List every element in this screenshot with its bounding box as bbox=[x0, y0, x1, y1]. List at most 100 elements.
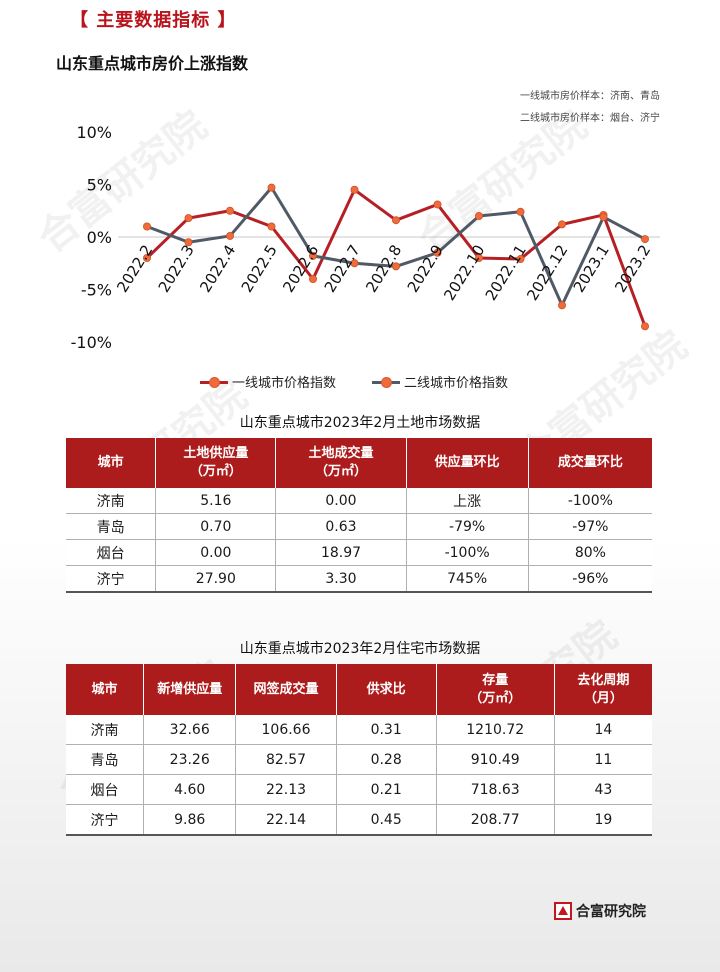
data-point bbox=[599, 213, 608, 222]
table-cell: 208.77 bbox=[436, 804, 555, 836]
table-cell: 0.00 bbox=[275, 488, 407, 514]
data-point bbox=[558, 301, 567, 310]
table-cell: 上涨 bbox=[406, 488, 529, 514]
table-cell: 43 bbox=[554, 774, 652, 805]
land-table-title: 山东重点城市2023年2月土地市场数据 bbox=[239, 415, 481, 431]
y-tick-label: 5% bbox=[87, 176, 112, 195]
data-point bbox=[558, 220, 567, 229]
data-point bbox=[641, 322, 650, 331]
column-header: 供应量环比 bbox=[406, 438, 529, 488]
data-point bbox=[308, 274, 317, 283]
column-header: 土地供应量 （万㎡） bbox=[155, 438, 277, 488]
table-cell: 0.28 bbox=[336, 744, 437, 775]
table-cell: 910.49 bbox=[436, 744, 555, 775]
table-cell: 23.26 bbox=[143, 744, 237, 775]
table-row: 烟台 4.60 22.13 0.21 718.63 43 bbox=[66, 774, 652, 805]
table-cell: 80% bbox=[528, 539, 652, 566]
x-tick-label: 2022.4 bbox=[196, 242, 239, 296]
logo-text: 合富研究院 bbox=[576, 904, 646, 920]
table-row: 济宁 9.86 22.14 0.45 208.77 19 bbox=[66, 804, 652, 836]
table-cell: 0.45 bbox=[336, 804, 437, 836]
data-point bbox=[474, 211, 483, 220]
table-cell: 0.21 bbox=[336, 774, 437, 805]
data-point bbox=[350, 259, 359, 268]
data-point bbox=[184, 238, 193, 247]
data-point bbox=[225, 231, 234, 240]
table-cell: 27.90 bbox=[155, 565, 277, 593]
table-cell: 0.70 bbox=[155, 513, 277, 540]
table-cell: 0.63 bbox=[275, 513, 407, 540]
data-point bbox=[267, 222, 276, 231]
table-cell: 青岛 bbox=[66, 744, 145, 775]
table-row: 青岛 0.70 0.63 -79% -97% bbox=[66, 513, 652, 540]
data-point bbox=[516, 207, 525, 216]
x-tick-label: 2022.9 bbox=[404, 242, 447, 296]
legend-label: 二线城市价格指数 bbox=[404, 376, 509, 391]
sample-notes: 一线城市房价样本：济南、青岛 二线城市房价样本：烟台、济宁 bbox=[520, 86, 660, 130]
x-tick-label: 2022.3 bbox=[155, 242, 198, 296]
table-cell: -96% bbox=[528, 565, 652, 593]
table-cell: 11 bbox=[554, 744, 652, 775]
data-point bbox=[391, 216, 400, 225]
table-cell: 济南 bbox=[66, 715, 145, 745]
legend-item-series-1: 一线城市价格指数 bbox=[200, 372, 336, 391]
table-row: 济宁 27.90 3.30 745% -96% bbox=[66, 565, 652, 593]
table-cell: 22.14 bbox=[235, 804, 337, 836]
data-point bbox=[641, 235, 650, 244]
y-tick-label: 0% bbox=[87, 228, 112, 247]
table-cell: 5.16 bbox=[155, 488, 277, 514]
table-cell: 18.97 bbox=[275, 539, 407, 566]
table-cell: 0.31 bbox=[336, 715, 437, 745]
table-cell: 青岛 bbox=[66, 513, 157, 540]
table-cell: 济南 bbox=[66, 488, 157, 514]
brand-logo: 合富研究院 bbox=[554, 901, 646, 921]
column-header: 供求比 bbox=[336, 664, 437, 715]
table-cell: 9.86 bbox=[143, 804, 237, 836]
note-line: 二线城市房价样本：烟台、济宁 bbox=[520, 113, 660, 124]
x-tick-label: 2022.5 bbox=[238, 242, 281, 296]
table-header-row: 城市 新增供应量 网签成交量 供求比 存量 （万㎡） 去化周期 （月） bbox=[66, 664, 652, 715]
data-point bbox=[350, 185, 359, 194]
x-tick-label: 2023.1 bbox=[570, 242, 613, 296]
data-point bbox=[433, 248, 442, 257]
housing-table-title: 山东重点城市2023年2月住宅市场数据 bbox=[239, 641, 481, 657]
table-cell: -100% bbox=[406, 539, 529, 566]
x-tick-label: 2022.6 bbox=[279, 242, 322, 296]
land-market-table: 城市 土地供应量 （万㎡） 土地成交量 （万㎡） 供应量环比 成交量环比 济南 5.16 0.0… bbox=[66, 438, 652, 593]
note-line: 一线城市房价样本：济南、青岛 bbox=[520, 91, 660, 102]
legend-item-series-2: 二线城市价格指数 bbox=[372, 372, 508, 391]
legend-swatch-icon bbox=[372, 375, 401, 389]
housing-market-table: 城市 新增供应量 网签成交量 供求比 存量 （万㎡） 去化周期 （月） 济南 32.66 106.… bbox=[66, 664, 652, 836]
table-header-row: 城市 土地供应量 （万㎡） 土地成交量 （万㎡） 供应量环比 成交量环比 bbox=[66, 438, 652, 488]
table-cell: 14 bbox=[554, 715, 652, 745]
table-cell: 32.66 bbox=[143, 715, 237, 745]
data-point bbox=[142, 253, 151, 262]
table-cell: 22.13 bbox=[235, 774, 337, 805]
column-header: 存量 （万㎡） bbox=[436, 664, 555, 715]
table-row: 济南 32.66 106.66 0.31 1210.72 14 bbox=[66, 715, 652, 745]
table-cell: -79% bbox=[406, 513, 529, 540]
logo-mark-icon bbox=[554, 902, 572, 920]
table-cell: 19 bbox=[554, 804, 652, 836]
chart-legend: 一线城市价格指数 二线城市价格指数 bbox=[200, 372, 508, 391]
table-cell: 烟台 bbox=[66, 774, 145, 805]
table-cell: 3.30 bbox=[275, 565, 407, 593]
table-cell: 0.00 bbox=[155, 539, 277, 566]
legend-swatch-icon bbox=[200, 375, 228, 389]
price-index-line-chart: 10%5%0%-5%-10%2022.22022.32022.42022.520… bbox=[71, 123, 660, 352]
table-cell: -100% bbox=[528, 488, 652, 514]
data-point bbox=[142, 222, 151, 231]
table-cell: 745% bbox=[406, 565, 529, 593]
table-cell: 4.60 bbox=[143, 774, 237, 805]
column-header: 网签成交量 bbox=[235, 664, 337, 715]
data-point bbox=[184, 214, 193, 223]
y-tick-label: -5% bbox=[81, 281, 112, 300]
table-cell: 济宁 bbox=[66, 804, 145, 836]
table-cell: 济宁 bbox=[66, 565, 157, 593]
column-header: 去化周期 （月） bbox=[554, 664, 652, 715]
y-tick-label: -10% bbox=[71, 333, 112, 352]
column-header: 城市 bbox=[66, 664, 145, 715]
data-point bbox=[391, 262, 400, 271]
column-header: 成交量环比 bbox=[528, 438, 652, 488]
